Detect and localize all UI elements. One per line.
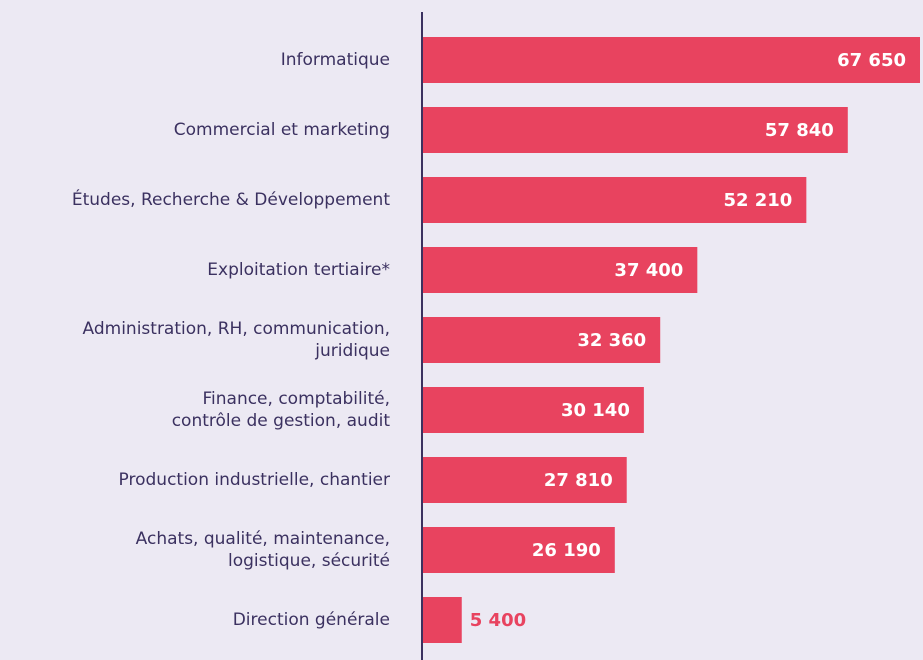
value-label: 67 650 bbox=[837, 50, 906, 71]
category-line: Finance, comptabilité, bbox=[202, 389, 390, 409]
bar bbox=[422, 37, 920, 83]
category-line: Commercial et marketing bbox=[174, 120, 390, 140]
category-label: Administration, RH, communication, juridi… bbox=[83, 319, 390, 361]
category-label: Informatique bbox=[281, 50, 390, 70]
bar bbox=[422, 597, 462, 643]
category-line: logistique, sécurité bbox=[228, 551, 390, 571]
bar bbox=[422, 107, 848, 153]
value-label: 30 140 bbox=[561, 400, 630, 421]
category-label: Direction générale bbox=[233, 610, 390, 630]
bar bbox=[422, 177, 807, 223]
bar bbox=[422, 247, 698, 293]
bar bbox=[422, 457, 627, 503]
category-line: Administration, RH, communication, bbox=[83, 319, 390, 339]
category-label: Achats, qualité, maintenance, logistique,… bbox=[136, 529, 390, 571]
value-label: 52 210 bbox=[723, 190, 792, 211]
bar bbox=[422, 387, 644, 433]
bar bbox=[422, 317, 661, 363]
value-label: 5 400 bbox=[470, 610, 526, 631]
category-line: Direction générale bbox=[233, 610, 390, 630]
category-line: Exploitation tertiaire* bbox=[207, 260, 390, 280]
category-line: Informatique bbox=[281, 50, 390, 70]
category-line: juridique bbox=[314, 341, 390, 361]
category-label: Commercial et marketing bbox=[174, 120, 390, 140]
category-label: Finance, comptabilité, contrôle de gestio… bbox=[172, 389, 391, 431]
category-line: Production industrielle, chantier bbox=[119, 470, 390, 490]
value-label: 26 190 bbox=[532, 540, 601, 561]
category-label: Exploitation tertiaire* bbox=[207, 260, 390, 280]
value-label: 37 400 bbox=[614, 260, 683, 281]
category-label: Production industrielle, chantier bbox=[119, 470, 390, 490]
category-line: contrôle de gestion, audit bbox=[172, 411, 391, 431]
category-label: Études, Recherche & Développement bbox=[72, 188, 390, 210]
category-line: Études, Recherche & Développement bbox=[72, 188, 390, 210]
value-label: 57 840 bbox=[765, 120, 834, 141]
value-label: 32 360 bbox=[577, 330, 646, 351]
value-label: 27 810 bbox=[544, 470, 613, 491]
category-line: Achats, qualité, maintenance, bbox=[136, 529, 390, 549]
bar bbox=[422, 527, 615, 573]
